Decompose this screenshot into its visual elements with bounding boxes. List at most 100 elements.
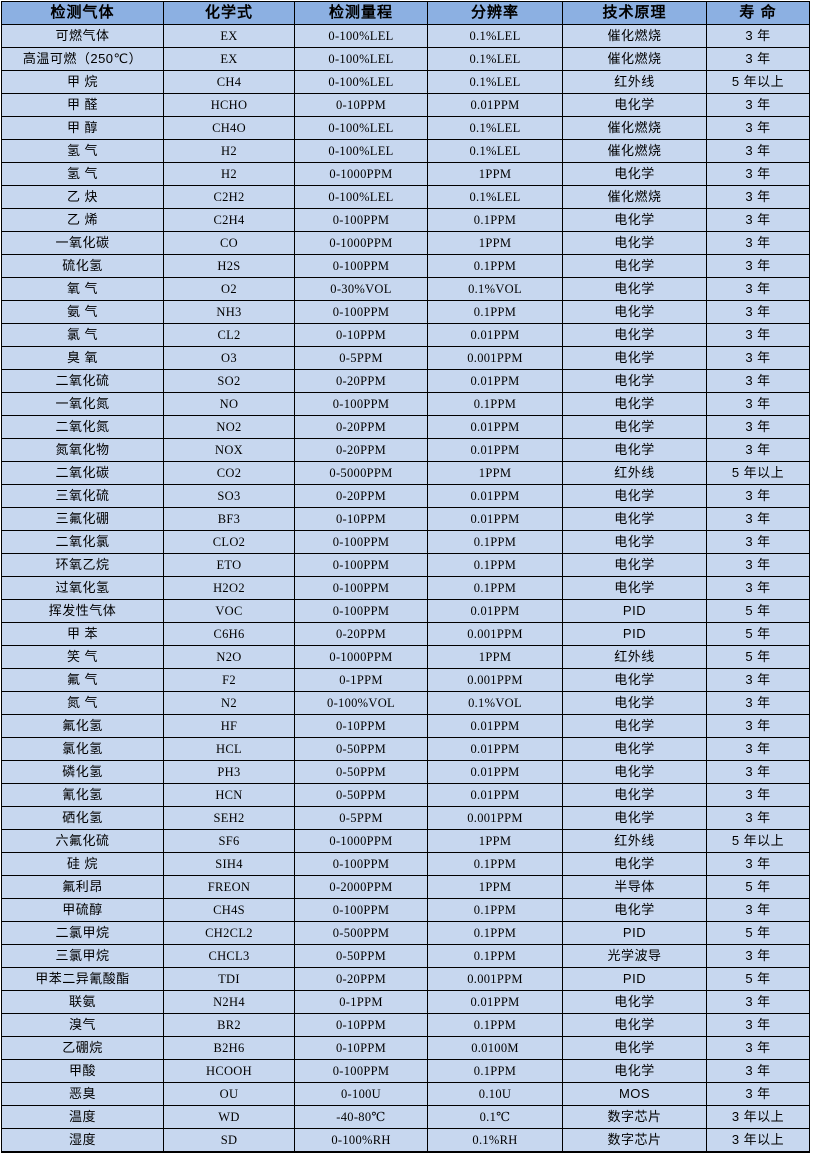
table-row: 恶臭 OU 0-100U 0.10U MOS 3 年 <box>1 1082 810 1106</box>
cell-range: 0-100PPM <box>294 898 428 922</box>
cell-principle: PID <box>562 622 707 646</box>
cell-range: 0-50PPM <box>294 944 428 968</box>
cell-life: 3 年 <box>706 369 810 393</box>
cell-life: 3 年 <box>706 783 810 807</box>
cell-principle: 电化学 <box>562 208 707 232</box>
cell-gas: 湿度 <box>1 1128 164 1153</box>
column-header-formula: 化学式 <box>163 1 295 25</box>
cell-resolution: 1PPM <box>427 162 563 186</box>
cell-gas: 甲苯二异氰酸酯 <box>1 967 164 991</box>
cell-principle: 电化学 <box>562 323 707 347</box>
cell-resolution: 0.1PPM <box>427 852 563 876</box>
cell-resolution: 0.10U <box>427 1082 563 1106</box>
table-row: 环氧乙烷 ETO 0-100PPM 0.1PPM 电化学 3 年 <box>1 553 810 577</box>
cell-principle: 红外线 <box>562 829 707 853</box>
cell-formula: O2 <box>163 277 295 301</box>
cell-life: 5 年 <box>706 622 810 646</box>
table-row: 二氯甲烷 CH2CL2 0-500PPM 0.1PPM PID 5 年 <box>1 921 810 945</box>
cell-gas: 溴气 <box>1 1013 164 1037</box>
cell-resolution: 0.01PPM <box>427 990 563 1014</box>
cell-formula: NO <box>163 392 295 416</box>
cell-resolution: 0.1PPM <box>427 392 563 416</box>
cell-life: 5 年以上 <box>706 829 810 853</box>
table-row: 温度 WD -40-80℃ 0.1℃ 数字芯片 3 年以上 <box>1 1105 810 1129</box>
cell-principle: 电化学 <box>562 668 707 692</box>
cell-life: 3 年 <box>706 47 810 71</box>
cell-gas: 乙 烯 <box>1 208 164 232</box>
cell-principle: PID <box>562 921 707 945</box>
cell-resolution: 0.01PPM <box>427 438 563 462</box>
cell-gas: 二氧化硫 <box>1 369 164 393</box>
cell-formula: PH3 <box>163 760 295 784</box>
cell-principle: 电化学 <box>562 806 707 830</box>
table-row: 三氯甲烷 CHCL3 0-50PPM 0.1PPM 光学波导 3 年 <box>1 944 810 968</box>
table-row: 一氧化碳 CO 0-1000PPM 1PPM 电化学 3 年 <box>1 231 810 255</box>
cell-life: 5 年 <box>706 599 810 623</box>
cell-life: 3 年 <box>706 93 810 117</box>
cell-principle: 催化燃烧 <box>562 24 707 48</box>
column-header-gas: 检测气体 <box>1 1 164 25</box>
cell-principle: 红外线 <box>562 645 707 669</box>
cell-resolution: 0.1PPM <box>427 208 563 232</box>
cell-principle: 电化学 <box>562 530 707 554</box>
cell-resolution: 1PPM <box>427 875 563 899</box>
cell-range: 0-10PPM <box>294 507 428 531</box>
cell-life: 3 年 <box>706 944 810 968</box>
cell-range: 0-20PPM <box>294 438 428 462</box>
cell-gas: 甲 苯 <box>1 622 164 646</box>
cell-formula: N2O <box>163 645 295 669</box>
cell-principle: 催化燃烧 <box>562 185 707 209</box>
cell-gas: 温度 <box>1 1105 164 1129</box>
cell-life: 3 年 <box>706 1059 810 1083</box>
cell-range: 0-100PPM <box>294 300 428 324</box>
cell-range: 0-10PPM <box>294 1013 428 1037</box>
table-row: 二氧化氮 NO2 0-20PPM 0.01PPM 电化学 3 年 <box>1 415 810 439</box>
cell-resolution: 0.1%LEL <box>427 24 563 48</box>
cell-resolution: 0.1%LEL <box>427 47 563 71</box>
cell-principle: 催化燃烧 <box>562 139 707 163</box>
cell-range: 0-100%LEL <box>294 139 428 163</box>
cell-life: 3 年 <box>706 691 810 715</box>
cell-formula: NH3 <box>163 300 295 324</box>
cell-life: 3 年 <box>706 323 810 347</box>
cell-life: 3 年 <box>706 116 810 140</box>
cell-formula: C2H2 <box>163 185 295 209</box>
cell-range: 0-1000PPM <box>294 162 428 186</box>
gas-sensor-spec-table: 检测气体 化学式 检测量程 分辨率 技术原理 寿 命 可燃气体 EX 0-100%L… <box>1 1 810 1153</box>
cell-formula: NOX <box>163 438 295 462</box>
cell-gas: 过氧化氢 <box>1 576 164 600</box>
cell-principle: 电化学 <box>562 438 707 462</box>
cell-life: 3 年 <box>706 415 810 439</box>
cell-principle: 电化学 <box>562 415 707 439</box>
cell-formula: HF <box>163 714 295 738</box>
cell-range: -40-80℃ <box>294 1105 428 1129</box>
cell-life: 3 年 <box>706 990 810 1014</box>
cell-formula: ETO <box>163 553 295 577</box>
cell-principle: 电化学 <box>562 714 707 738</box>
cell-life: 3 年以上 <box>706 1128 810 1153</box>
column-header-resolution: 分辨率 <box>427 1 563 25</box>
cell-range: 0-100PPM <box>294 576 428 600</box>
table-row: 过氧化氢 H2O2 0-100PPM 0.1PPM 电化学 3 年 <box>1 576 810 600</box>
cell-range: 0-100%LEL <box>294 24 428 48</box>
cell-formula: CLO2 <box>163 530 295 554</box>
cell-resolution: 0.01PPM <box>427 93 563 117</box>
cell-gas: 氟化氢 <box>1 714 164 738</box>
cell-principle: 电化学 <box>562 737 707 761</box>
cell-resolution: 0.0100M <box>427 1036 563 1060</box>
table-row: 挥发性气体 VOC 0-100PPM 0.01PPM PID 5 年 <box>1 599 810 623</box>
cell-gas: 可燃气体 <box>1 24 164 48</box>
cell-resolution: 0.1PPM <box>427 944 563 968</box>
cell-range: 0-5PPM <box>294 806 428 830</box>
cell-gas: 氰化氢 <box>1 783 164 807</box>
cell-resolution: 0.1PPM <box>427 1059 563 1083</box>
table-row: 甲硫醇 CH4S 0-100PPM 0.1PPM 电化学 3 年 <box>1 898 810 922</box>
cell-range: 0-5000PPM <box>294 461 428 485</box>
cell-resolution: 0.1PPM <box>427 300 563 324</box>
cell-principle: 电化学 <box>562 277 707 301</box>
cell-range: 0-100PPM <box>294 599 428 623</box>
cell-principle: 电化学 <box>562 990 707 1014</box>
cell-resolution: 1PPM <box>427 461 563 485</box>
cell-resolution: 0.01PPM <box>427 737 563 761</box>
cell-formula: BR2 <box>163 1013 295 1037</box>
